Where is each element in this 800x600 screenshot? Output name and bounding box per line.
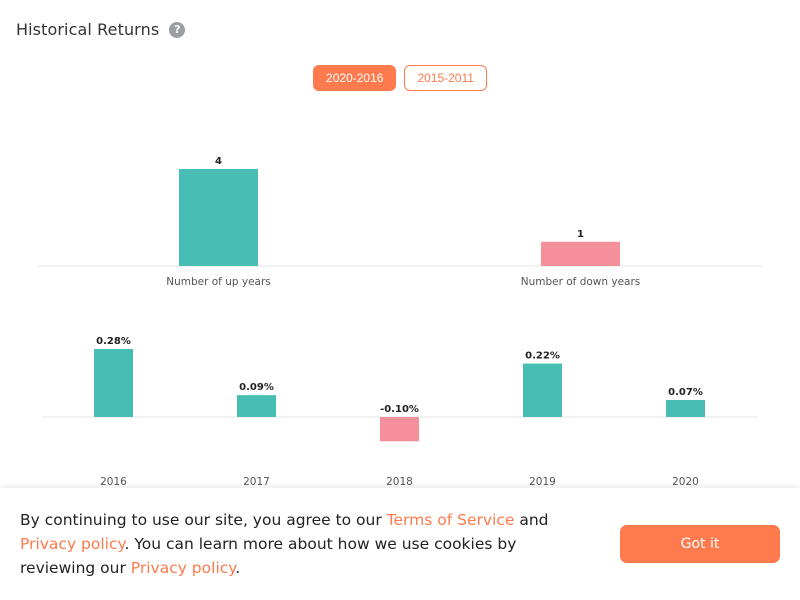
privacy-policy-link[interactable]: Privacy policy	[20, 535, 125, 553]
section-header: Historical Returns ?	[16, 20, 186, 39]
cookie-message: By continuing to use our site, you agree…	[20, 508, 590, 580]
year-return-bar	[380, 417, 419, 442]
category-label: Number of down years	[521, 276, 641, 288]
category-label: Number of up years	[166, 276, 271, 288]
bar-value-label: 0.22%	[525, 351, 560, 362]
period-tabs: 2020-2016 2015-2011	[0, 65, 800, 91]
year-return-bar	[666, 400, 705, 417]
question-circle-icon[interactable]: ?	[169, 21, 186, 38]
cookie-text-part: . You can learn more about how we use co…	[20, 535, 517, 577]
privacy-policy-link[interactable]: Privacy policy	[130, 559, 236, 577]
returns-chart: 4 Number of up years 1 Number of down years…	[38, 156, 762, 488]
bar-value-label: 4	[215, 156, 222, 167]
year-return-bar	[523, 363, 562, 417]
year-label: 2017	[243, 476, 270, 488]
page-title: Historical Returns	[16, 20, 160, 39]
year-label: 2020	[672, 476, 699, 488]
up-years-bar	[179, 169, 258, 266]
bar-value-label: 0.28%	[96, 336, 131, 347]
bar-value-label: 1	[577, 229, 584, 240]
tab-2020-2016[interactable]: 2020-2016	[313, 65, 397, 91]
year-return-bar	[237, 395, 276, 417]
year-return-bar	[94, 349, 133, 417]
bar-value-label: 0.07%	[668, 387, 703, 398]
tab-2015-2011[interactable]: 2015-2011	[404, 65, 487, 91]
got-it-button[interactable]: Got it	[620, 525, 780, 563]
year-label: 2019	[529, 476, 556, 488]
bar-value-label: 0.09%	[239, 382, 274, 393]
cookie-text-part: By continuing to use our site, you agree…	[20, 511, 387, 529]
bar-value-label: -0.10%	[380, 404, 419, 415]
terms-of-service-link[interactable]: Terms of Service	[386, 511, 515, 529]
year-label: 2016	[100, 476, 127, 488]
year-label: 2018	[386, 476, 413, 488]
cookie-banner: By continuing to use our site, you agree…	[0, 488, 800, 600]
cookie-text-part: .	[235, 559, 241, 577]
down-years-bar	[541, 241, 620, 266]
cookie-text-part: and	[514, 511, 549, 529]
